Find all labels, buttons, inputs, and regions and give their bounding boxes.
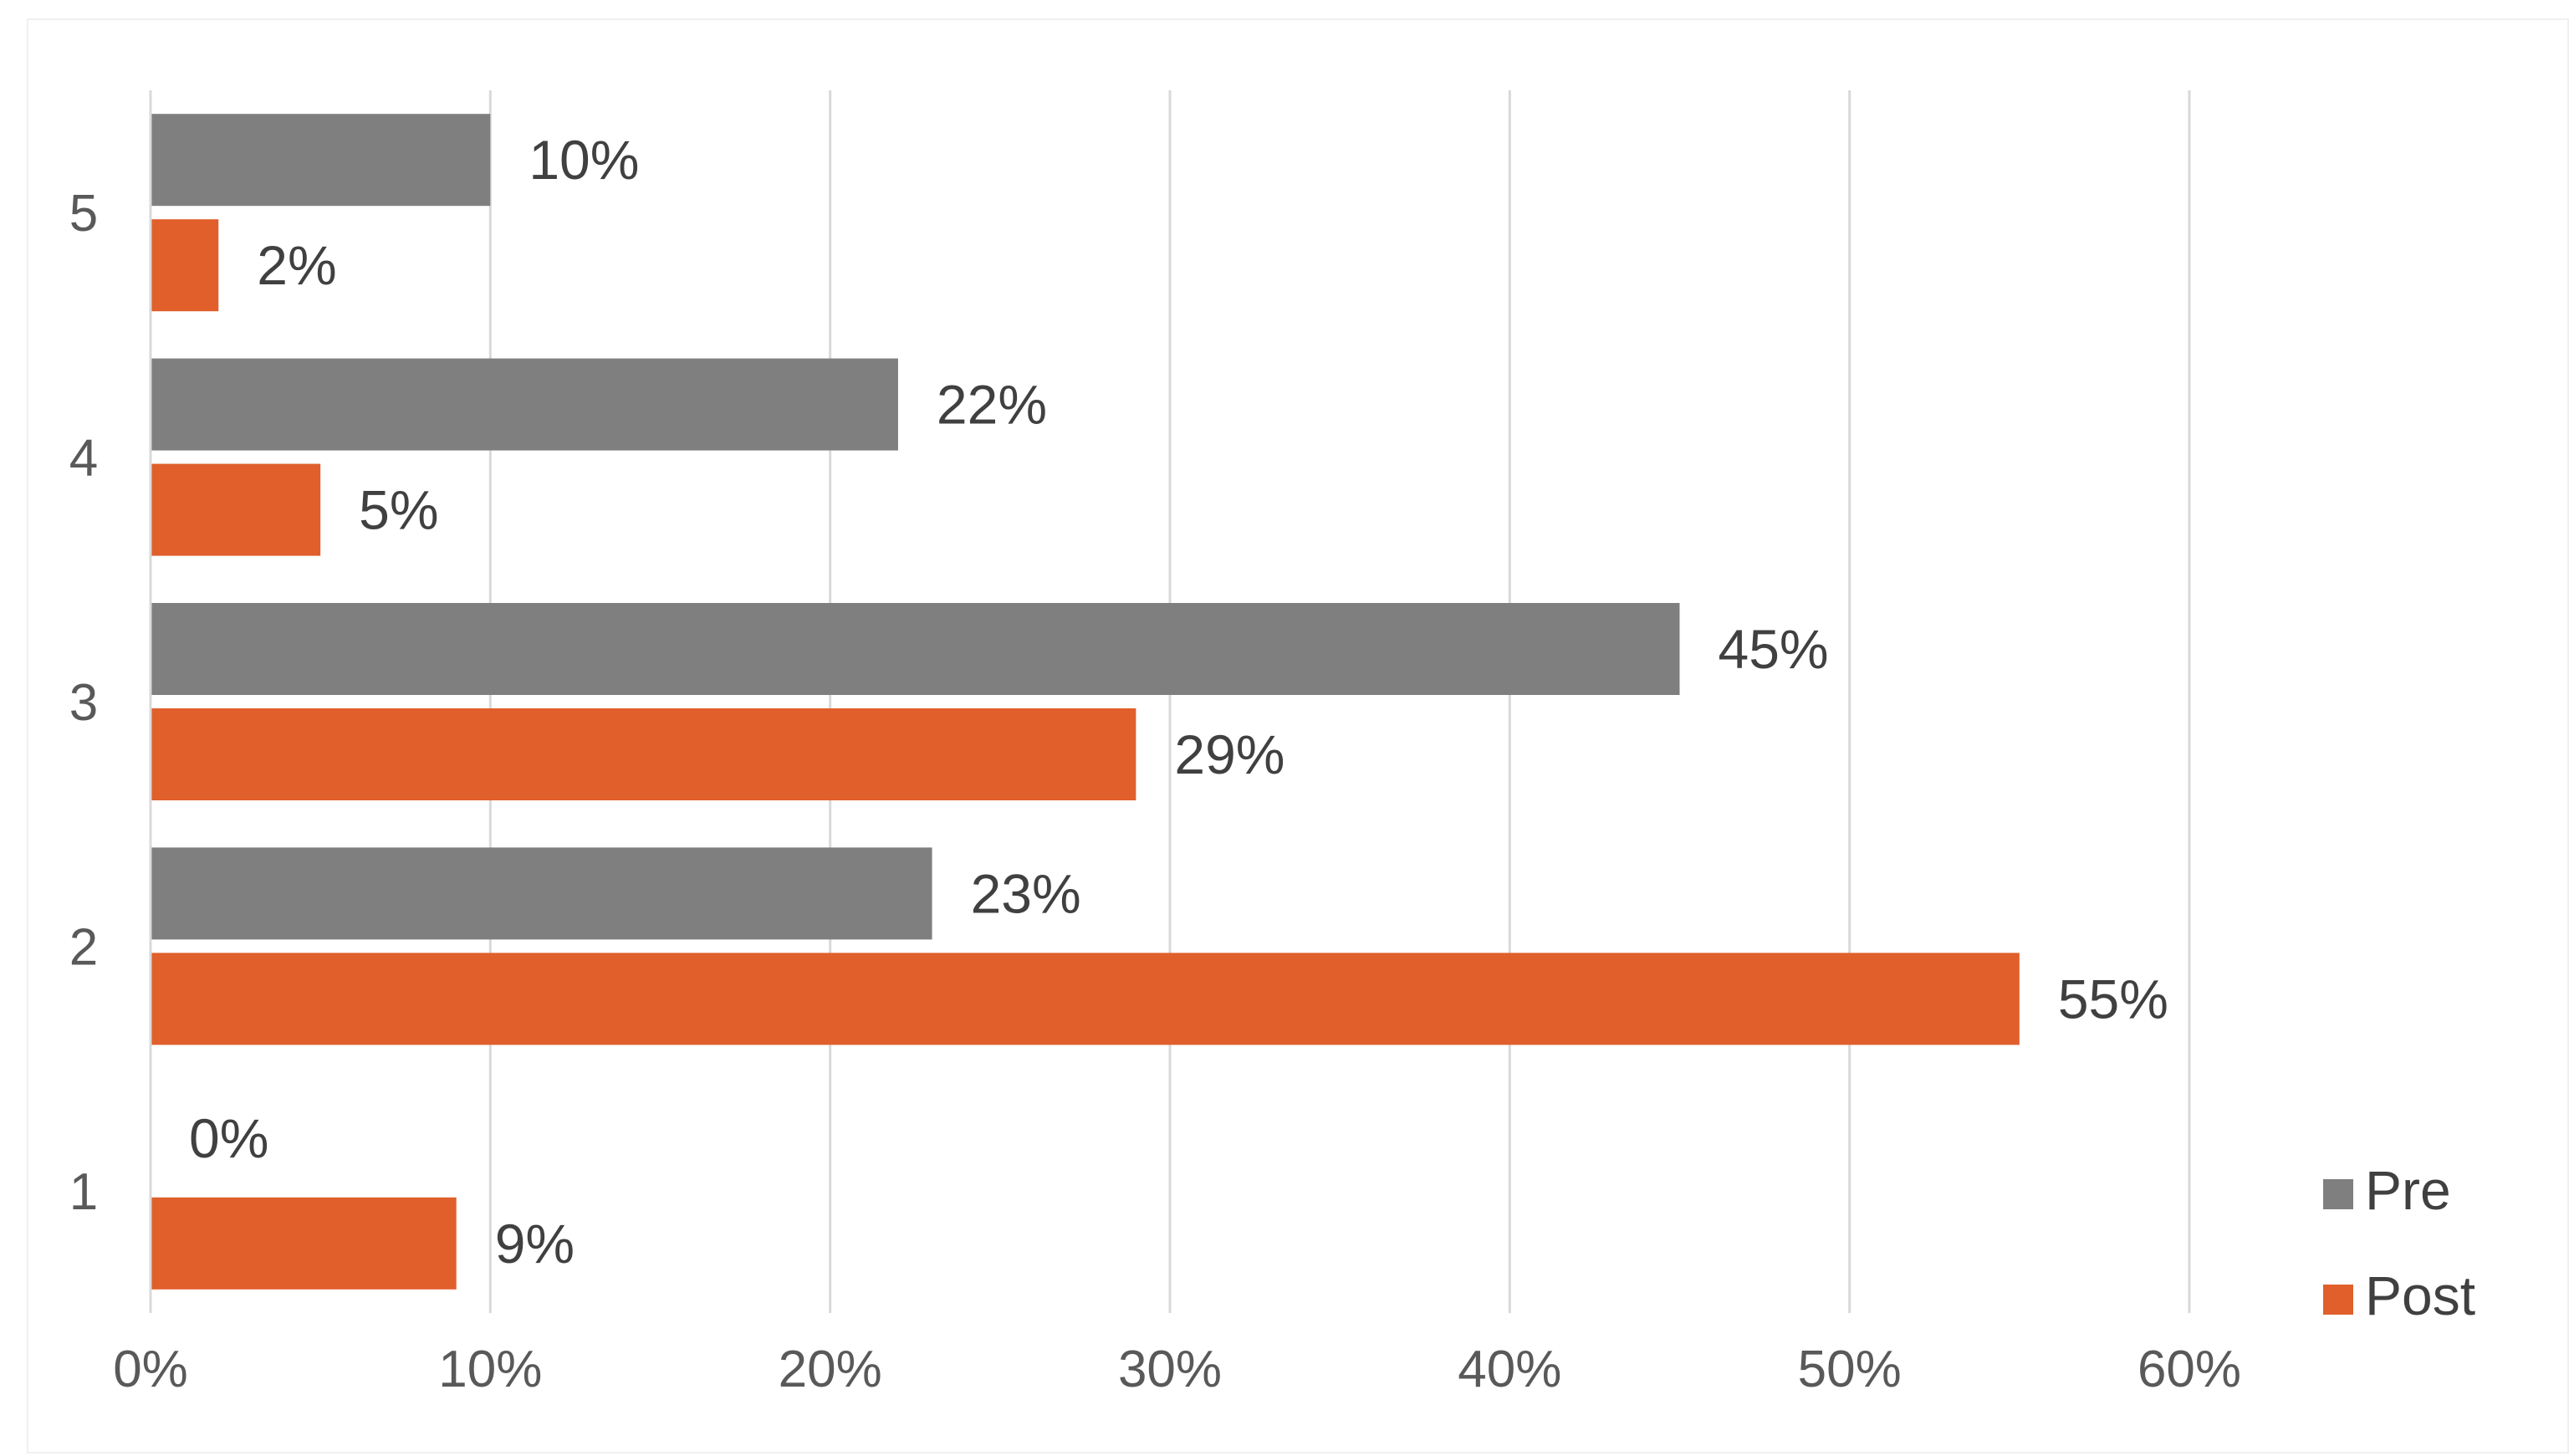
- bar-pre-5: [151, 114, 491, 207]
- x-tick-label-4: 40%: [1458, 1341, 1561, 1398]
- gridlines: [488, 90, 2191, 1313]
- data-label-post-2: 55%: [2058, 968, 2168, 1029]
- data-label-pre-4: 22%: [937, 374, 1047, 436]
- legend-swatch-post: [2323, 1285, 2353, 1315]
- legend-swatch-pre: [2323, 1179, 2353, 1209]
- bar-pre-4: [151, 358, 898, 451]
- data-label-post-3: 29%: [1174, 723, 1284, 785]
- bar-post-4: [151, 463, 321, 556]
- bars: [151, 114, 2020, 1290]
- bar-post-2: [151, 953, 2020, 1045]
- x-tick-label-5: 50%: [1798, 1341, 1902, 1398]
- y-tick-label-2: 2: [69, 918, 98, 976]
- x-tick-label-3: 30%: [1118, 1341, 1222, 1398]
- bar-post-1: [151, 1197, 457, 1290]
- data-label-pre-1: 0%: [189, 1107, 268, 1169]
- bar-post-5: [151, 219, 219, 312]
- axes: 0% 10% 20% 30% 40% 50% 60% 1 2 3 4 5: [69, 90, 2241, 1398]
- bar-post-3: [151, 708, 1136, 800]
- legend: Pre Post: [2323, 1159, 2475, 1326]
- x-tick-label-6: 60%: [2137, 1341, 2241, 1398]
- y-tick-label-1: 1: [69, 1163, 98, 1221]
- legend-label-pre: Pre: [2365, 1159, 2451, 1221]
- bar-pre-3: [151, 603, 1680, 695]
- bar-pre-2: [151, 847, 932, 940]
- x-tick-label-2: 20%: [779, 1341, 882, 1398]
- data-label-post-5: 2%: [257, 234, 336, 296]
- y-tick-label-3: 3: [69, 674, 98, 732]
- data-label-pre-3: 45%: [1719, 618, 1829, 680]
- data-label-pre-2: 23%: [971, 862, 1081, 924]
- data-labels: 0% 9% 23% 55% 45% 29% 22% 5% 10% 2%: [189, 129, 2168, 1275]
- y-tick-label-5: 5: [69, 185, 98, 243]
- data-label-pre-5: 10%: [529, 129, 639, 191]
- y-tick-label-4: 4: [69, 430, 98, 488]
- x-tick-label-1: 10%: [438, 1341, 542, 1398]
- legend-label-post: Post: [2365, 1264, 2475, 1326]
- x-tick-label-0: 0%: [113, 1341, 188, 1398]
- data-label-post-1: 9%: [495, 1213, 575, 1275]
- data-label-post-4: 5%: [359, 479, 438, 541]
